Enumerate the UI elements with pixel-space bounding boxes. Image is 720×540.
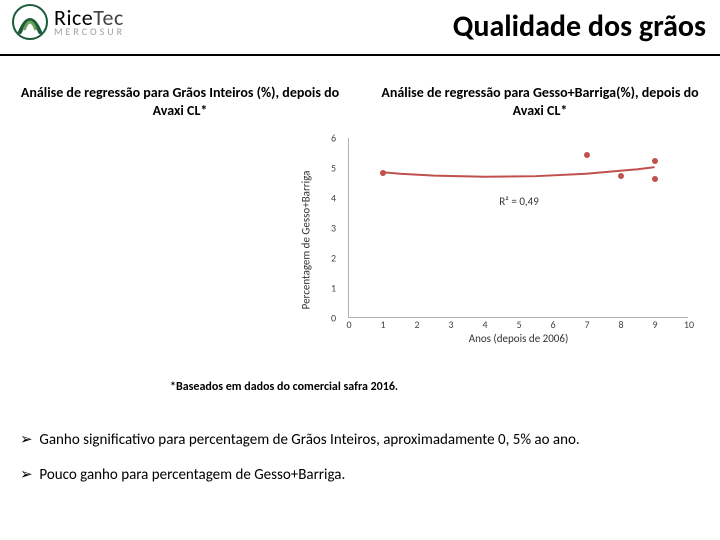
chart-xtick: 10: [684, 318, 694, 331]
chart-point: [652, 158, 658, 164]
subtitle-right: Análise de regressão para Gesso+Barriga(…: [360, 84, 720, 119]
chart-ytick: 5: [331, 162, 336, 175]
header: RiceTec MERCOSUR Qualidade dos grãos: [0, 0, 720, 56]
bullet-list: ➢ Ganho significativo para percentagem d…: [20, 430, 580, 500]
chart-ytick: 3: [331, 222, 336, 235]
page-title: Qualidade dos grãos: [453, 8, 706, 45]
bullet-item: ➢ Pouco ganho para percentagem de Gesso+…: [20, 465, 580, 484]
chart-xtick: 0: [346, 318, 351, 331]
bullet-text: Ganho significativo para percentagem de …: [39, 431, 579, 449]
logo-subtext: MERCOSUR: [54, 27, 125, 36]
bullet-marker-icon: ➢: [20, 430, 36, 449]
chart-xtick: 8: [618, 318, 623, 331]
chart-xtick: 3: [448, 318, 453, 331]
bullet-marker-icon: ➢: [20, 465, 36, 484]
subtitles: Análise de regressão para Grãos Inteiros…: [0, 84, 720, 119]
chart-ytick: 2: [331, 252, 336, 265]
chart-xlabel: Anos (depois de 2006): [469, 332, 569, 345]
chart: Percentagem de Gesso+Barriga R² = 0,49 A…: [320, 130, 700, 350]
chart-point: [618, 173, 624, 179]
chart-ytick: 4: [331, 192, 336, 205]
chart-xtick: 5: [516, 318, 521, 331]
logo-icon: [10, 2, 50, 42]
chart-point: [380, 170, 386, 176]
subtitle-left: Análise de regressão para Grãos Inteiros…: [0, 84, 360, 119]
bullet-text: Pouco ganho para percentagem de Gesso+Ba…: [39, 466, 345, 484]
chart-ylabel: Percentagem de Gesso+Barriga: [300, 171, 313, 310]
bullet-item: ➢ Ganho significativo para percentagem d…: [20, 430, 580, 449]
logo: RiceTec MERCOSUR: [10, 2, 125, 42]
chart-xtick: 9: [652, 318, 657, 331]
chart-r2-label: R² = 0,49: [499, 195, 539, 208]
chart-plot-area: R² = 0,49 Anos (depois de 2006) 01234560…: [348, 138, 688, 318]
chart-point: [584, 152, 590, 158]
chart-xtick: 4: [482, 318, 487, 331]
chart-ytick: 0: [331, 312, 336, 325]
chart-curve: [349, 138, 688, 317]
chart-point: [652, 176, 658, 182]
chart-ytick: 1: [331, 282, 336, 295]
footnote: *Baseados em dados do comercial safra 20…: [170, 380, 398, 394]
chart-xtick: 2: [414, 318, 419, 331]
chart-xtick: 7: [584, 318, 589, 331]
chart-xtick: 6: [550, 318, 555, 331]
chart-ytick: 6: [331, 132, 336, 145]
chart-xtick: 1: [380, 318, 385, 331]
